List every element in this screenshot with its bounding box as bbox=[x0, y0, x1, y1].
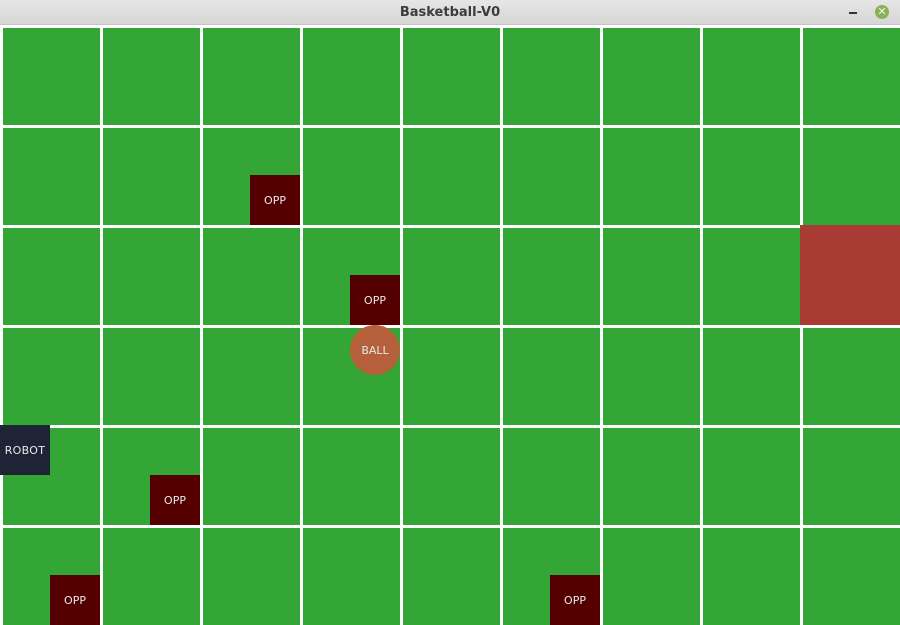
field-cell bbox=[203, 328, 300, 425]
field-cell bbox=[503, 328, 600, 425]
field-cell bbox=[103, 528, 200, 625]
field-cell bbox=[703, 328, 800, 425]
opponent-token: OPP bbox=[50, 575, 100, 625]
minimize-icon bbox=[849, 12, 857, 14]
field-cell bbox=[403, 528, 500, 625]
game-board: OPP OPP BALL ROBOT OPP OPP OPP bbox=[0, 25, 900, 625]
field-cell bbox=[503, 228, 600, 325]
field-cell bbox=[303, 28, 400, 125]
field-cell bbox=[403, 328, 500, 425]
field-cell bbox=[603, 228, 700, 325]
field-cell bbox=[803, 128, 900, 225]
field-cell bbox=[3, 328, 100, 425]
field-cell bbox=[403, 428, 500, 525]
field-cell bbox=[303, 428, 400, 525]
field-cell bbox=[203, 428, 300, 525]
field-cell bbox=[203, 228, 300, 325]
field-cell bbox=[803, 528, 900, 625]
field-cell bbox=[103, 228, 200, 325]
close-icon: ✕ bbox=[875, 5, 889, 19]
field-cell bbox=[703, 428, 800, 525]
field-cell bbox=[203, 528, 300, 625]
field-cell bbox=[703, 128, 800, 225]
field-cell bbox=[303, 528, 400, 625]
field-cell bbox=[803, 328, 900, 425]
field-cell bbox=[603, 528, 700, 625]
opponent-token: OPP bbox=[350, 275, 400, 325]
field-cell bbox=[703, 528, 800, 625]
field-cell bbox=[703, 228, 800, 325]
window-title: Basketball-V0 bbox=[399, 5, 501, 20]
field-cell bbox=[203, 28, 300, 125]
field-cell bbox=[303, 128, 400, 225]
title-bar: Basketball-V0 ✕ bbox=[0, 0, 900, 25]
opponent-token: OPP bbox=[550, 575, 600, 625]
field-cell bbox=[603, 428, 700, 525]
field-cell bbox=[3, 228, 100, 325]
field-cell bbox=[3, 128, 100, 225]
field-cell bbox=[3, 28, 100, 125]
field-cell bbox=[403, 228, 500, 325]
field-cell bbox=[703, 28, 800, 125]
field-cell bbox=[603, 28, 700, 125]
field-cell bbox=[603, 328, 700, 425]
opponent-token: OPP bbox=[150, 475, 200, 525]
field-cell bbox=[803, 428, 900, 525]
field-cell bbox=[603, 128, 700, 225]
field-cell bbox=[503, 428, 600, 525]
field-cell bbox=[803, 28, 900, 125]
field-cell bbox=[403, 128, 500, 225]
robot-token: ROBOT bbox=[0, 425, 50, 475]
field-cell bbox=[103, 28, 200, 125]
opponent-token: OPP bbox=[250, 175, 300, 225]
field-cell bbox=[403, 28, 500, 125]
hoop-cell bbox=[800, 225, 900, 325]
close-button[interactable]: ✕ bbox=[874, 4, 890, 20]
ball-token: BALL bbox=[350, 325, 400, 375]
minimize-button[interactable] bbox=[845, 4, 861, 20]
field-cell bbox=[103, 328, 200, 425]
field-cell bbox=[503, 28, 600, 125]
field-cell bbox=[503, 128, 600, 225]
field-cell bbox=[103, 128, 200, 225]
